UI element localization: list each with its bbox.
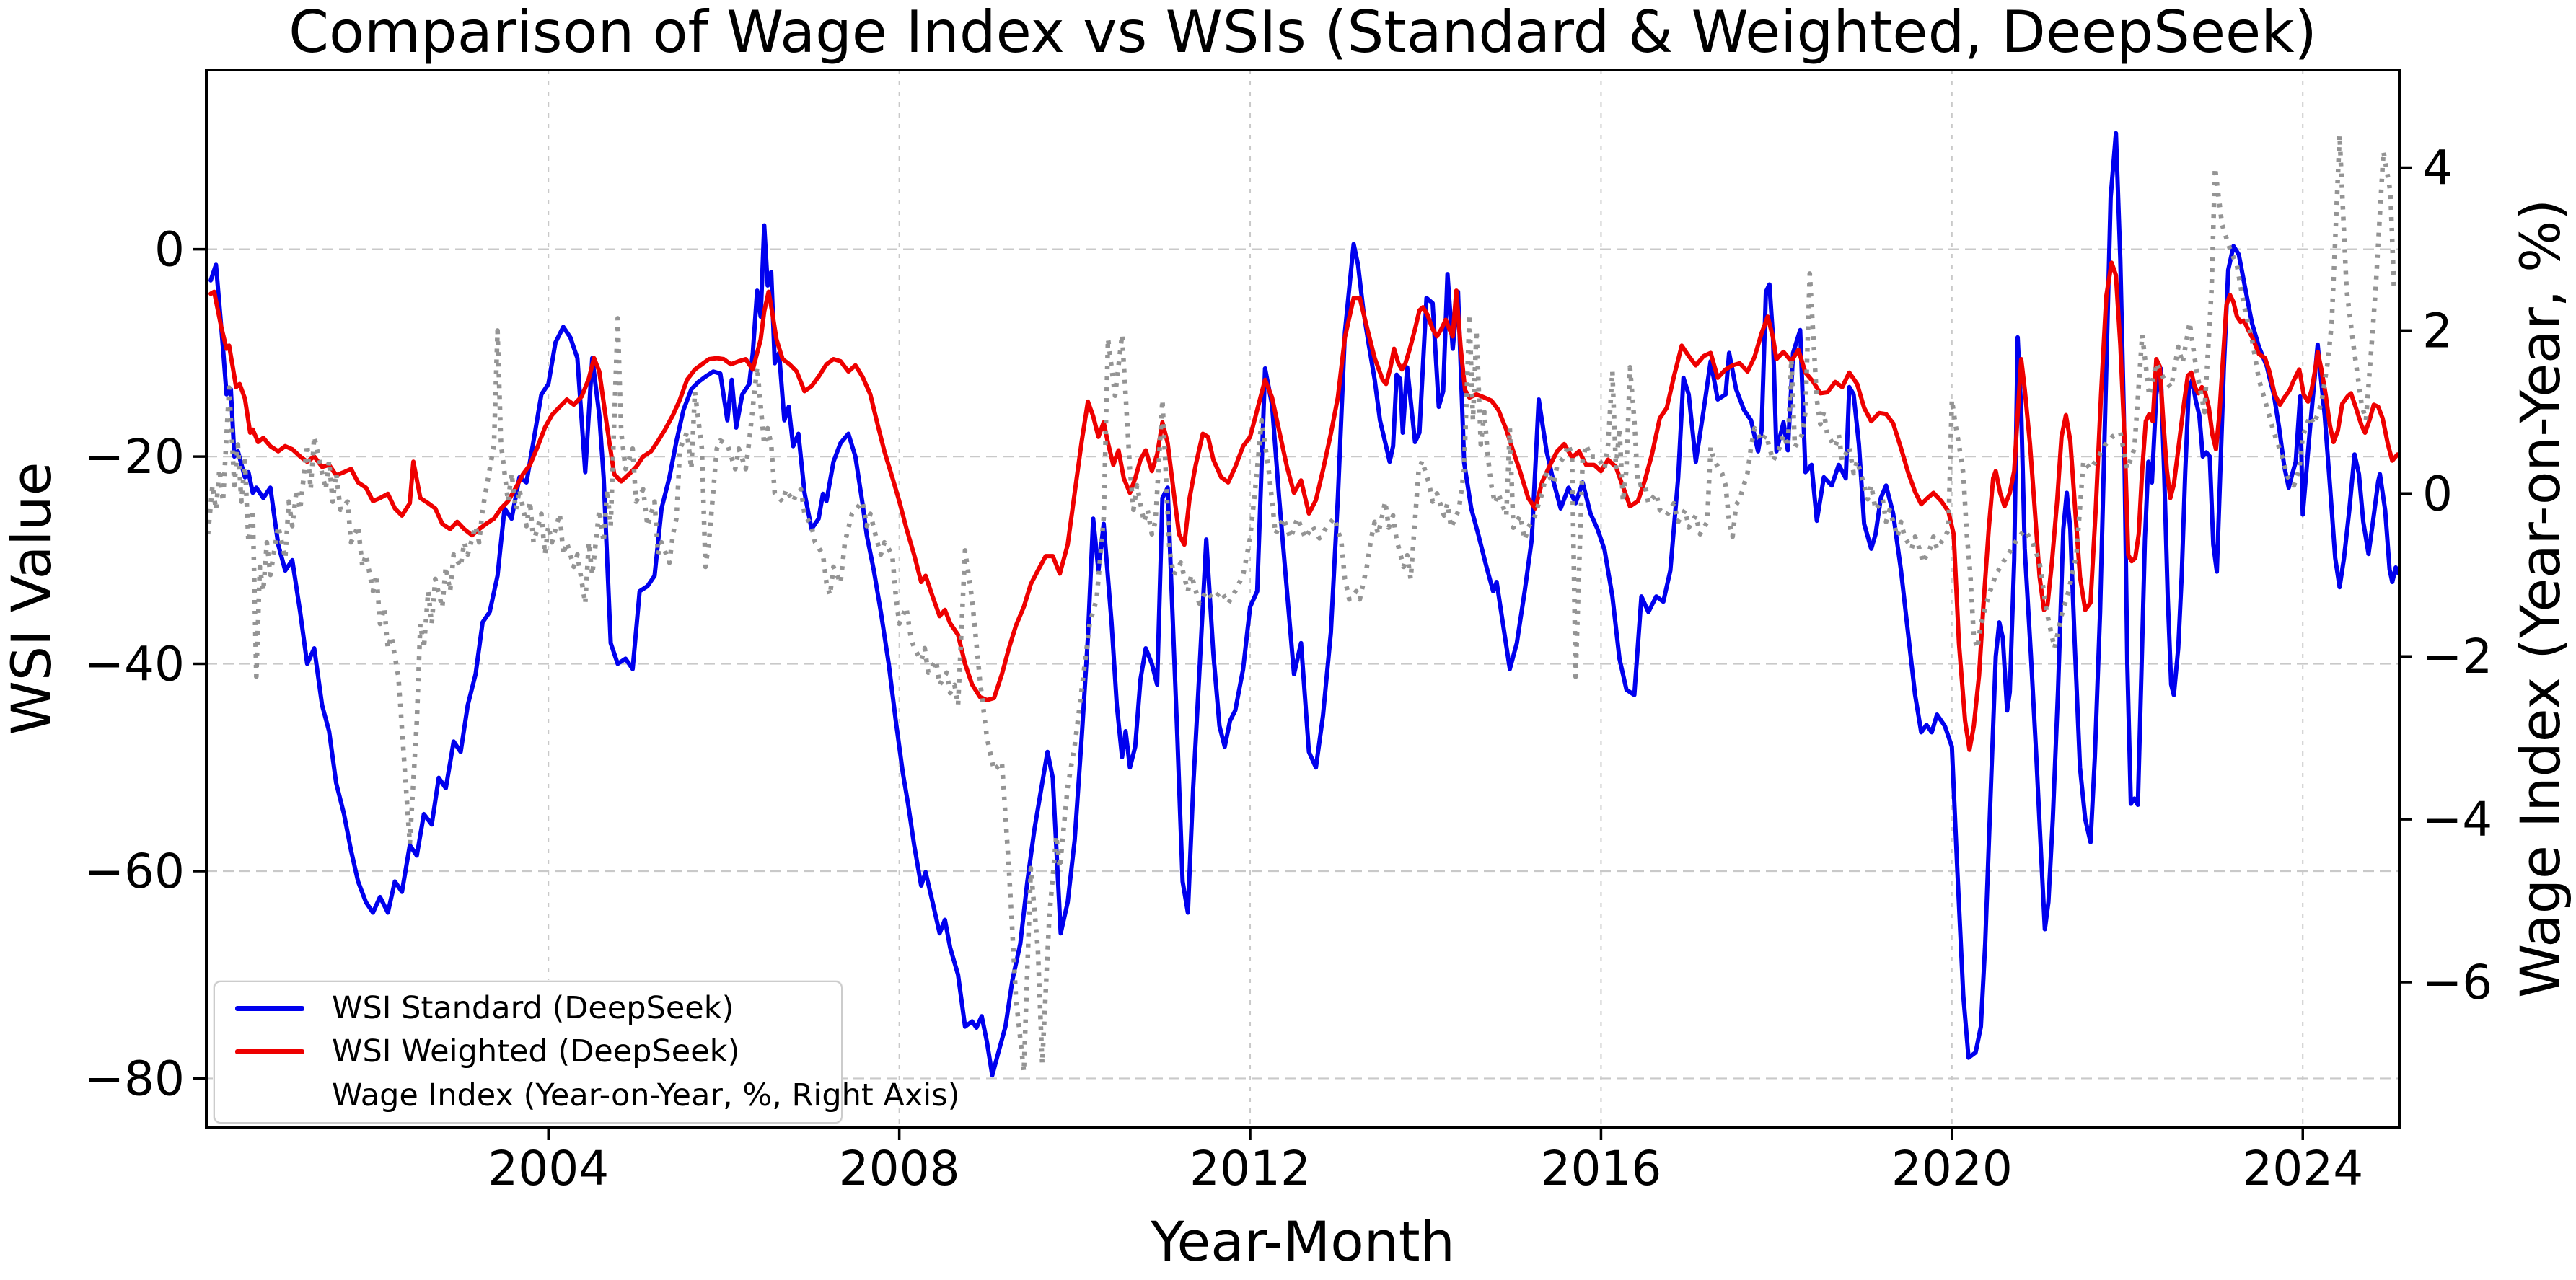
y-right-tick-label: 4 [2422, 141, 2453, 196]
tick-labels: 0 −20 −40 −60 −80 2004 2008 2012 2016 2020 2024 4 2 0… [84, 141, 2493, 1196]
series-line-wsi-standard-deepseek [208, 131, 2399, 1078]
legend-swatch-gray-dotted-line-icon [235, 1093, 304, 1098]
x-tick-label: 2024 [2242, 1141, 2363, 1196]
x-tick-label: 2020 [1891, 1141, 2013, 1196]
legend-swatch-red-line-icon [235, 1049, 304, 1055]
x-tick-label: 2012 [1190, 1141, 1311, 1196]
y-right-tick-label: −4 [2422, 792, 2492, 847]
legend-label: Wage Index (Year-on-Year, %, Right Axis) [332, 1077, 960, 1114]
legend-item-wsi-weighted: WSI Weighted (DeepSeek) [215, 1036, 841, 1067]
legend-item-wsi-standard: WSI Standard (DeepSeek) [215, 989, 841, 1026]
legend-label: WSI Standard (DeepSeek) [332, 989, 734, 1026]
y-left-tick-label: −20 [84, 429, 185, 485]
y-left-axis-label: WSI Value [0, 462, 63, 736]
y-left-tick-label: −60 [84, 844, 185, 899]
y-right-tick-label: 0 [2422, 466, 2453, 521]
plot-frame [205, 69, 2401, 1129]
y-right-axis-label: Wage Index (Year-on-Year, %) [2508, 199, 2572, 998]
series-lines [206, 131, 2399, 1078]
series-line-wsi-weighted-deepseek [208, 260, 2399, 752]
y-right-tick-label: 2 [2422, 303, 2453, 358]
series-line-wage-index-year-on-year-right-axis [206, 133, 2396, 1074]
legend-swatch-blue-line-icon [235, 1005, 304, 1011]
legend-item-wage-index: Wage Index (Year-on-Year, %, Right Axis) [215, 1080, 959, 1111]
y-right-tick-label: −2 [2422, 629, 2492, 684]
x-tick-label: 2016 [1540, 1141, 1661, 1196]
tick-marks [193, 166, 2412, 1140]
y-left-tick-label: 0 [154, 222, 185, 278]
x-tick-label: 2008 [839, 1141, 960, 1196]
gridlines [206, 70, 2399, 1127]
y-left-tick-label: −40 [84, 637, 185, 692]
legend-label: WSI Weighted (DeepSeek) [332, 1033, 740, 1070]
chart-title: Comparison of Wage Index vs WSIs (Standa… [289, 0, 2317, 66]
x-axis-label: Year-Month [1150, 1209, 1455, 1274]
y-right-tick-label: −6 [2422, 955, 2492, 1010]
x-tick-label: 2004 [488, 1141, 609, 1196]
y-left-tick-label: −80 [84, 1051, 185, 1106]
legend: WSI Standard (DeepSeek) WSI Weighted (De… [214, 981, 959, 1124]
